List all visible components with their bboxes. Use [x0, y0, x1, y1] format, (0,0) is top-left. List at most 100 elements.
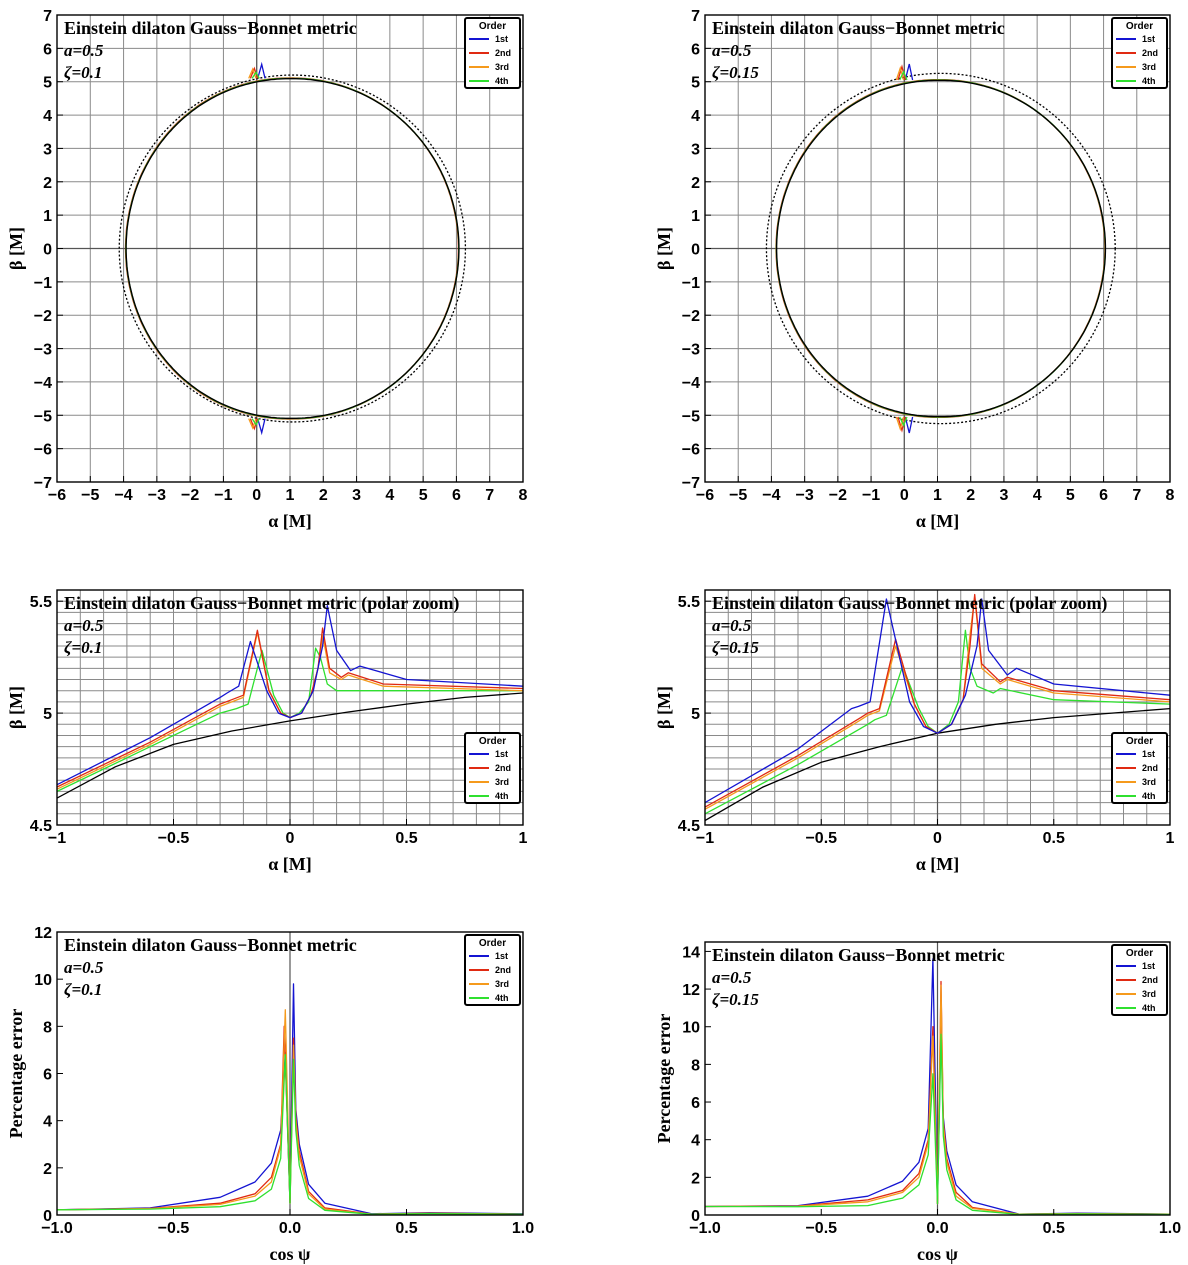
x-tick-label: 0	[252, 487, 261, 504]
x-axis-label: α [M]	[268, 854, 312, 874]
legend-label-2nd: 2nd	[495, 965, 511, 975]
y-tick-label: 0	[43, 242, 52, 259]
x-tick-label: 2	[319, 487, 328, 504]
x-tick-label: 0.0	[926, 1220, 948, 1237]
x-tick-label: 1.0	[512, 1220, 534, 1237]
panel-param: ζ=0.15	[712, 638, 759, 657]
y-tick-label: 7	[691, 8, 700, 25]
panel-title: Einstein dilaton Gauss−Bonnet metric	[712, 945, 1005, 965]
y-tick-label: 4	[691, 108, 700, 125]
x-tick-label: 6	[1099, 487, 1108, 504]
x-tick-label: 1.0	[1159, 1220, 1181, 1237]
legend-label-1st: 1st	[495, 951, 508, 961]
y-tick-label: 0	[691, 242, 700, 259]
y-tick-label: −4	[682, 375, 700, 392]
x-axis-label: α [M]	[268, 511, 312, 531]
y-axis-label: β [M]	[6, 227, 26, 270]
y-tick-label: −2	[682, 308, 700, 325]
legend-title: Order	[479, 736, 506, 747]
y-tick-label: 1	[691, 208, 700, 225]
panel-title: Einstein dilaton Gauss−Bonnet metric (po…	[64, 593, 459, 614]
y-tick-label: −3	[34, 342, 52, 359]
legend-title: Order	[1126, 736, 1153, 747]
y-axis-label: Percentage error	[654, 1014, 674, 1144]
legend-label-3rd: 3rd	[1142, 62, 1156, 72]
y-tick-label: 2	[691, 1170, 700, 1187]
legend-label-3rd: 3rd	[495, 777, 509, 787]
legend-label-4th: 4th	[495, 993, 509, 1003]
legend-label-2nd: 2nd	[495, 763, 511, 773]
panel-title: Einstein dilaton Gauss−Bonnet metric	[64, 935, 357, 955]
x-tick-label: 2	[966, 487, 975, 504]
y-tick-label: −3	[682, 342, 700, 359]
x-tick-label: 0.5	[1043, 1220, 1065, 1237]
panel-param: a=0.5	[712, 968, 752, 987]
y-tick-label: 3	[691, 141, 700, 158]
x-tick-label: 7	[1132, 487, 1141, 504]
panel-param: ζ=0.1	[64, 63, 102, 82]
panel-param: a=0.5	[64, 41, 104, 60]
y-tick-label: 4	[691, 1133, 700, 1150]
x-axis-label: cos ψ	[270, 1244, 311, 1264]
y-tick-label: −7	[682, 475, 700, 492]
x-axis-label: cos ψ	[917, 1244, 958, 1264]
ticks: −6 −5 −4 −3 −2 −1 0 1 2 3 4 5 6 7 8−7−6−5−4−3−2−101234…	[682, 8, 1175, 504]
panel-title: Einstein dilaton Gauss−Bonnet metric	[64, 18, 357, 38]
x-axis-label: α [M]	[916, 511, 960, 531]
legend: Order 1st 2nd 3rd 4th	[1112, 733, 1167, 803]
x-tick-label: −4	[114, 487, 132, 504]
x-tick-label: −1	[214, 487, 232, 504]
legend-label-1st: 1st	[1142, 34, 1155, 44]
y-tick-label: −6	[34, 442, 52, 459]
y-tick-label: 5	[691, 75, 700, 92]
legend: Order 1st 2nd 3rd 4th	[465, 733, 520, 803]
x-tick-label: −5	[81, 487, 99, 504]
x-tick-label: −3	[796, 487, 814, 504]
panel-param: a=0.5	[64, 616, 104, 635]
panel-param: a=0.5	[64, 958, 104, 977]
y-tick-label: 5.5	[30, 594, 52, 611]
y-tick-label: 3	[43, 141, 52, 158]
y-axis-label: β [M]	[654, 227, 674, 270]
x-tick-label: −4	[762, 487, 780, 504]
y-tick-label: 4.5	[678, 818, 700, 835]
y-tick-label: 6	[43, 41, 52, 58]
chart-panel-1: −6 −5 −4 −3 −2 −1 0 1 2 3 4 5 6 7 8−7−6−5−4−3−2−101234…	[6, 8, 528, 531]
x-tick-label: −5	[729, 487, 747, 504]
x-tick-label: 1	[519, 830, 528, 847]
y-tick-label: −7	[34, 475, 52, 492]
x-tick-label: 6	[452, 487, 461, 504]
x-tick-label: 8	[1166, 487, 1175, 504]
x-tick-label: −0.5	[158, 1220, 190, 1237]
legend-label-4th: 4th	[495, 76, 509, 86]
legend-title: Order	[479, 21, 506, 32]
panel-param: a=0.5	[712, 616, 752, 635]
y-tick-label: 5.5	[678, 594, 700, 611]
legend-label-4th: 4th	[1142, 1003, 1156, 1013]
x-tick-label: −1	[862, 487, 880, 504]
x-tick-label: 3	[999, 487, 1008, 504]
x-tick-label: 5	[1066, 487, 1075, 504]
y-tick-label: 2	[43, 1161, 52, 1178]
x-tick-label: 0	[933, 830, 942, 847]
y-tick-label: 10	[34, 972, 52, 989]
x-tick-label: −3	[148, 487, 166, 504]
legend-label-3rd: 3rd	[495, 62, 509, 72]
x-tick-label: 0.5	[395, 1220, 417, 1237]
x-tick-label: 0.5	[1043, 830, 1065, 847]
legend-label-1st: 1st	[1142, 961, 1155, 971]
legend-label-4th: 4th	[495, 791, 509, 801]
x-tick-label: −0.5	[805, 1220, 837, 1237]
legend-label-2nd: 2nd	[1142, 48, 1158, 58]
x-tick-label: 1	[933, 487, 942, 504]
x-tick-label: 0	[286, 830, 295, 847]
y-tick-label: 6	[43, 1067, 52, 1084]
legend: Order 1st 2nd 3rd 4th	[465, 935, 520, 1005]
legend-label-4th: 4th	[1142, 76, 1156, 86]
y-tick-label: 5	[43, 75, 52, 92]
y-tick-label: 2	[691, 175, 700, 192]
y-tick-label: 10	[682, 1020, 700, 1037]
x-tick-label: −2	[181, 487, 199, 504]
y-tick-label: 5	[691, 706, 700, 723]
